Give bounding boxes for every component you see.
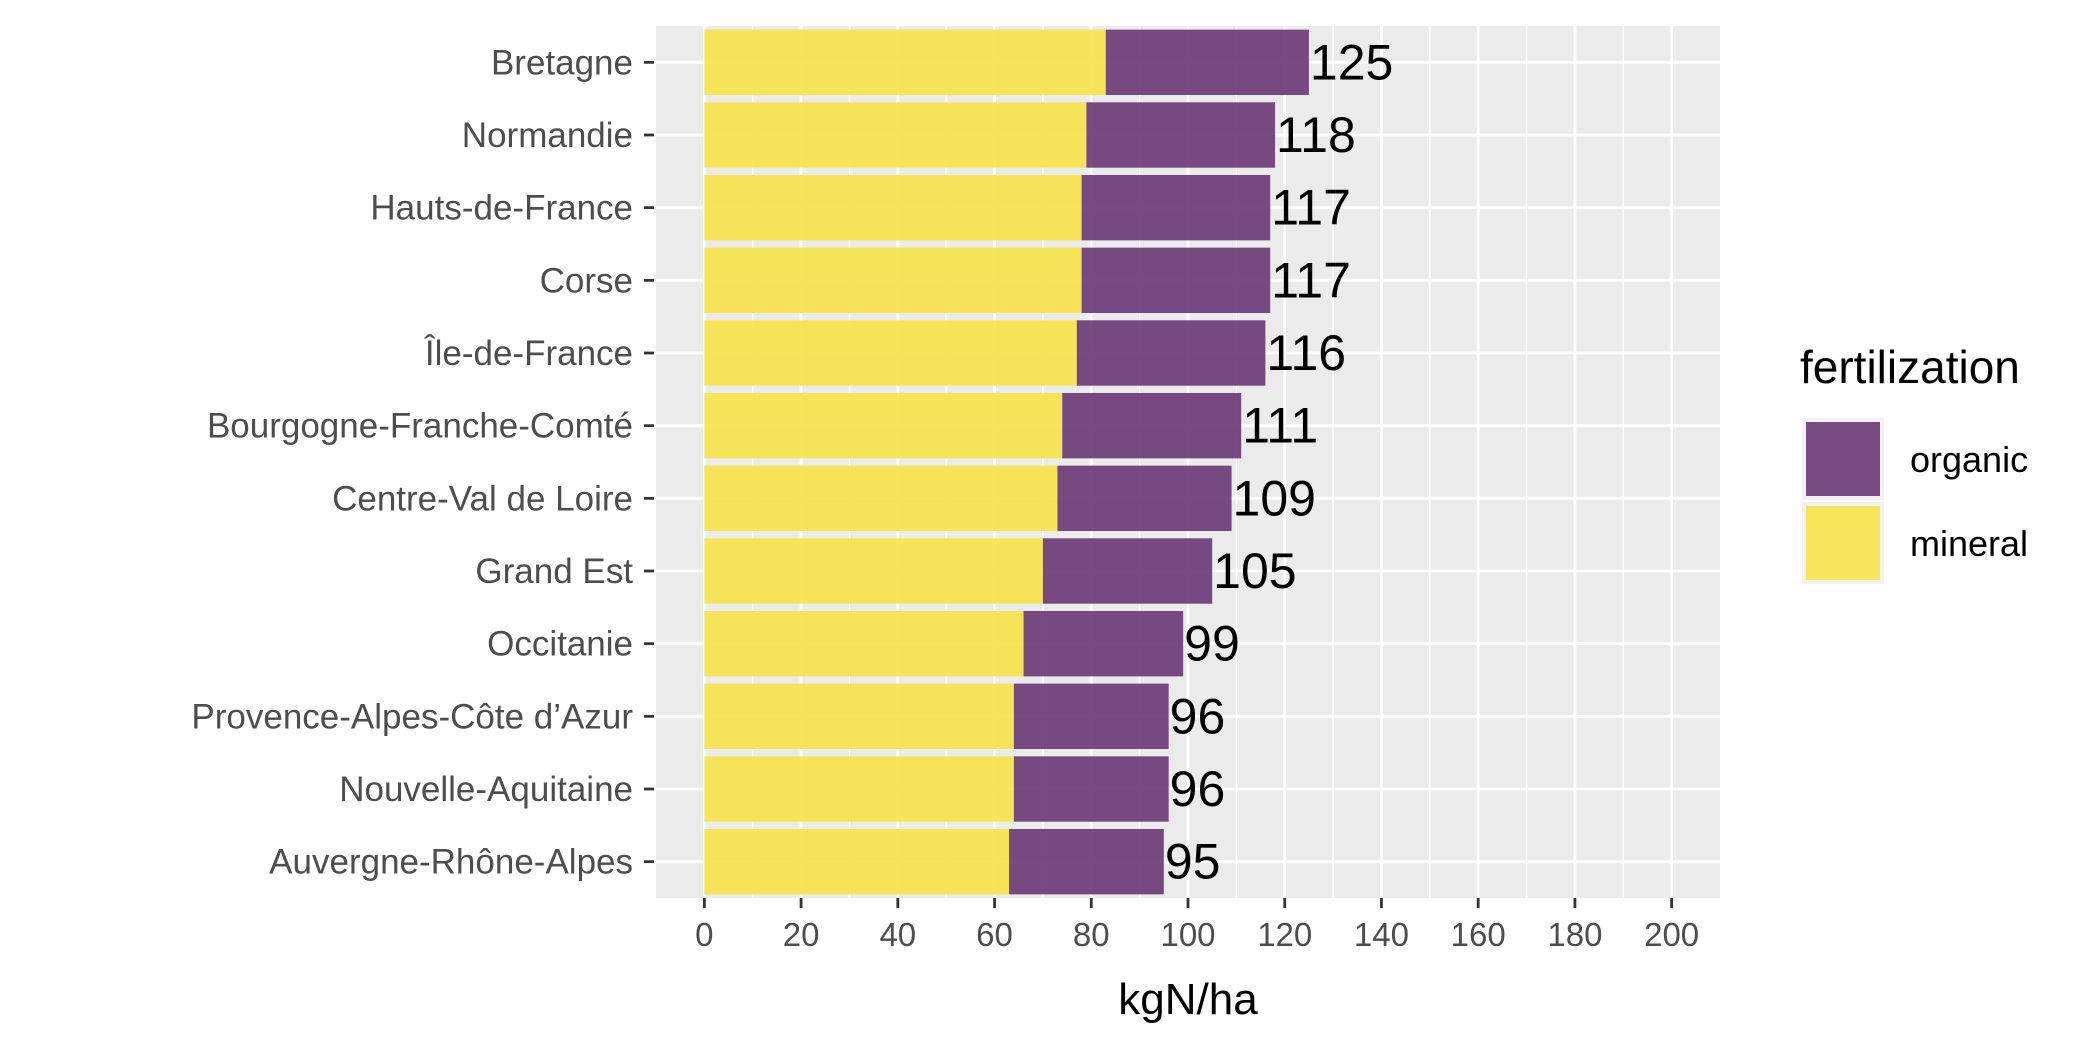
value-label: 95 [1165, 834, 1221, 890]
bar-mineral [704, 174, 1082, 241]
x-tick-label: 80 [1073, 916, 1110, 953]
y-tick-label: Grand Est [475, 552, 633, 591]
value-label: 105 [1213, 543, 1296, 599]
x-tick-label: 100 [1160, 916, 1215, 953]
y-tick-label: Normandie [462, 116, 633, 155]
bar-mineral [704, 538, 1043, 604]
bar-organic [1023, 610, 1184, 677]
y-tick-label: Hauts-de-France [370, 189, 633, 228]
bar-organic [1086, 102, 1276, 168]
x-tick-label: 180 [1547, 916, 1602, 953]
x-tick-label: 120 [1257, 916, 1312, 953]
value-label: 125 [1310, 34, 1393, 90]
bar-mineral [704, 683, 1014, 750]
value-label: 99 [1184, 616, 1240, 672]
y-tick-label: Provence-Alpes-Côte d’Azur [191, 697, 633, 736]
bar-organic [1081, 174, 1271, 241]
bars [704, 29, 1309, 895]
value-labels: 125 118 117 117 116 111 109 105 99 96 96 95 [1165, 34, 1394, 889]
x-tick-label: 160 [1451, 916, 1506, 953]
value-label: 96 [1170, 761, 1226, 817]
bar-mineral [704, 392, 1063, 459]
value-label: 118 [1276, 107, 1356, 163]
value-label: 117 [1271, 180, 1351, 236]
bar-mineral [704, 320, 1077, 386]
bar-organic [1057, 465, 1232, 532]
y-tick-label: Auvergne-Rhône-Alpes [269, 843, 633, 882]
bar-organic [1105, 29, 1309, 96]
bar-mineral [704, 756, 1014, 822]
y-tick-label: Centre-Val de Loire [332, 479, 633, 518]
legend-label-organic: organic [1910, 439, 2028, 480]
bar-organic [1013, 756, 1169, 822]
bar-organic [1081, 247, 1271, 314]
bar-organic [1062, 392, 1242, 459]
bar-organic [1042, 538, 1213, 604]
minor-gridlines [752, 26, 1624, 898]
x-tick-label: 200 [1644, 916, 1699, 953]
bar-mineral [704, 828, 1010, 895]
x-tick-label: 40 [879, 916, 916, 953]
x-axis-title: kgN/ha [1118, 975, 1258, 1024]
value-label: 111 [1242, 398, 1318, 454]
bar-mineral [704, 610, 1024, 677]
y-tick-label: Corse [540, 261, 633, 300]
x-axis: 0 20 40 60 80 100 120 140 160 180 200 [695, 898, 1699, 953]
x-tick-label: 20 [783, 916, 820, 953]
value-label: 116 [1266, 325, 1346, 381]
x-tick-label: 60 [976, 916, 1013, 953]
bar-mineral [704, 102, 1087, 168]
x-tick-label: 0 [695, 916, 713, 953]
bar-organic [1013, 683, 1169, 750]
y-tick-label: Bretagne [491, 43, 633, 82]
legend-swatch-mineral [1806, 506, 1880, 580]
legend: fertilization organic mineral [1800, 341, 2028, 584]
bar-organic [1009, 828, 1164, 895]
legend-label-mineral: mineral [1910, 523, 2028, 564]
value-label: 96 [1170, 688, 1226, 744]
y-tick-label: Nouvelle-Aquitaine [339, 770, 633, 809]
bar-mineral [704, 247, 1082, 314]
legend-title: fertilization [1800, 341, 2020, 393]
value-label: 117 [1271, 252, 1351, 308]
y-tick-label: Bourgogne-Franche-Comté [207, 407, 633, 446]
bar-organic [1076, 320, 1266, 386]
y-tick-label: Occitanie [487, 625, 633, 664]
y-tick-label: Île-de-France [424, 334, 633, 373]
y-axis: Bretagne Normandie Hauts-de-France Corse Île… [191, 43, 654, 882]
bar-mineral [704, 465, 1058, 532]
value-label: 109 [1233, 470, 1316, 526]
x-tick-label: 140 [1354, 916, 1409, 953]
legend-swatch-organic [1806, 422, 1880, 496]
bar-mineral [704, 29, 1106, 96]
